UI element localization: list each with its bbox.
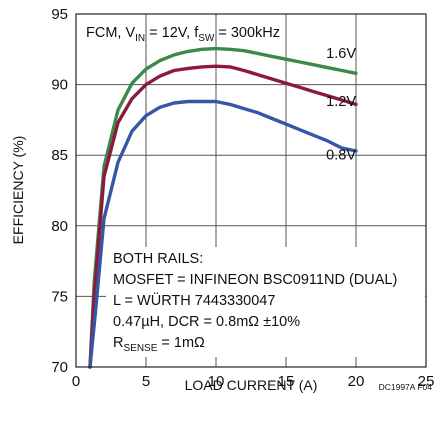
series-label-1-2V: 1.2V — [326, 94, 356, 110]
notes-background — [106, 247, 425, 357]
x-tick-labels: 0 5 10 15 20 25 — [72, 373, 435, 390]
series-line-0-8V — [88, 99, 358, 369]
y-tick-label: 85 — [51, 147, 68, 164]
y-tick-label: 70 — [51, 359, 68, 376]
figure-code: DC1997A F04 — [379, 382, 433, 392]
notes-line-1: BOTH RAILS: — [113, 251, 203, 267]
series-lines — [88, 46, 358, 369]
x-tick-label: 25 — [418, 373, 435, 390]
series-labels: 1.6V 1.2V 0.8V — [326, 46, 356, 164]
series-label-0-8V: 0.8V — [326, 147, 356, 163]
series-line-1-2V — [88, 64, 358, 369]
x-tick-label: 20 — [348, 373, 365, 390]
y-tick-label: 80 — [51, 218, 68, 235]
y-tick-label: 75 — [51, 288, 68, 305]
x-tick-label: 10 — [208, 373, 225, 390]
notes-line-4: 0.47µH, DCR = 0.8mΩ ±10% — [113, 314, 300, 330]
x-tick-label: 0 — [72, 373, 80, 390]
notes-line-3: L = WÜRTH 7443330047 — [113, 291, 275, 309]
series-label-1-6V: 1.6V — [326, 46, 356, 62]
y-tick-labels: 70 75 80 85 90 95 — [51, 6, 68, 376]
y-axis-title: EFFICIENCY (%) — [10, 136, 26, 245]
notes-line-2: MOSFET = INFINEON BSC0911ND (DUAL) — [113, 272, 397, 288]
plot-frame — [75, 13, 427, 368]
y-tick-label: 90 — [51, 77, 68, 94]
x-axis-title: LOAD CURRENT (A) — [185, 377, 318, 393]
y-tick-label: 95 — [51, 6, 68, 23]
conditions-annotation: FCM, VIN = 12V, fSW = 300kHz — [86, 25, 280, 44]
series-line-1-6V — [88, 46, 358, 369]
notes-line-5: RSENSE = 1mΩ — [113, 335, 205, 354]
x-tick-label: 15 — [278, 373, 295, 390]
x-tick-label: 5 — [142, 373, 150, 390]
